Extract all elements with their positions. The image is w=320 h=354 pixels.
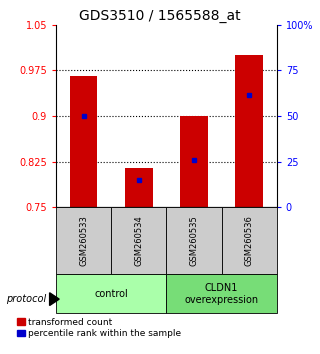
Bar — [166, 207, 222, 274]
Text: GSM260535: GSM260535 — [189, 215, 198, 266]
Text: control: control — [94, 289, 128, 299]
Legend: transformed count, percentile rank within the sample: transformed count, percentile rank withi… — [17, 318, 181, 338]
Bar — [56, 207, 111, 274]
Bar — [125, 167, 153, 207]
Text: GDS3510 / 1565588_at: GDS3510 / 1565588_at — [79, 9, 241, 23]
Text: CLDN1
overexpression: CLDN1 overexpression — [185, 283, 259, 305]
Bar — [70, 76, 97, 207]
Text: GSM260533: GSM260533 — [79, 215, 88, 266]
Text: GSM260536: GSM260536 — [245, 215, 254, 266]
Bar — [236, 55, 263, 207]
Polygon shape — [50, 293, 59, 306]
Bar — [111, 207, 166, 274]
Text: GSM260534: GSM260534 — [134, 215, 143, 266]
Bar — [166, 274, 277, 313]
Bar — [56, 274, 166, 313]
Bar — [180, 116, 208, 207]
Bar — [221, 207, 277, 274]
Text: protocol: protocol — [6, 294, 47, 304]
